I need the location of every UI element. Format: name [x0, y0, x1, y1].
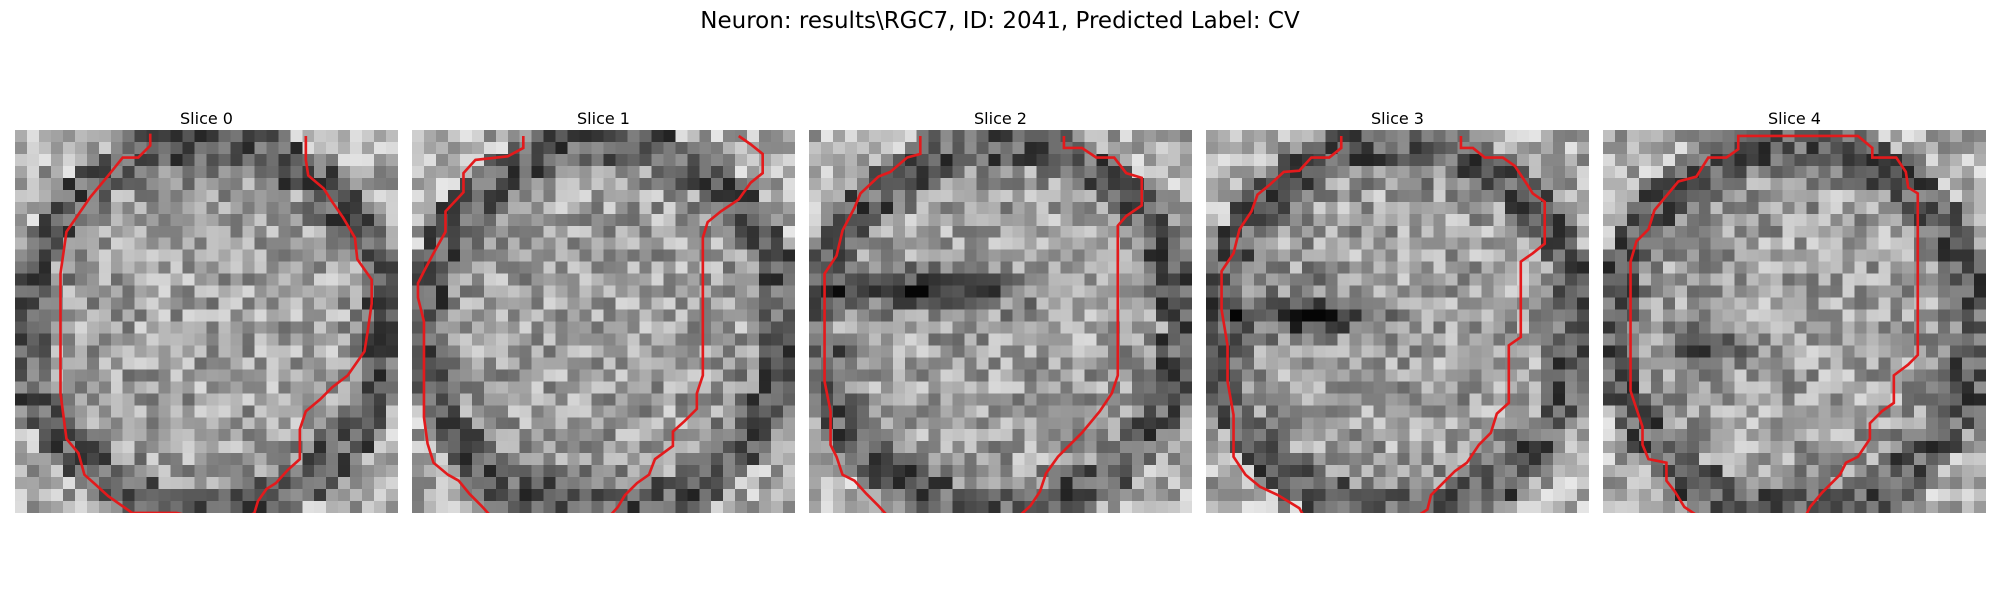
slice-image-0: [15, 130, 398, 513]
slice-title-2: Slice 2: [974, 109, 1027, 128]
slice-panel-0: Slice 0: [15, 108, 398, 513]
slice-title-0: Slice 0: [180, 109, 233, 128]
slice-title-3: Slice 3: [1371, 109, 1424, 128]
slice-panel-4: Slice 4: [1603, 108, 1986, 513]
slice-image-2: [809, 130, 1192, 513]
contour-line-3-0: [1220, 135, 1343, 513]
slice-panel-2: Slice 2: [809, 108, 1192, 513]
figure-title: Neuron: results\RGC7, ID: 2041, Predicte…: [700, 8, 1300, 34]
slice-panel-1: Slice 1: [412, 108, 795, 513]
contour-line-1-0: [416, 135, 525, 513]
slice-title-1: Slice 1: [577, 109, 630, 128]
contour-line-0-0: [59, 133, 373, 513]
contour-line-2-0: [823, 135, 922, 513]
contour-line-3-1: [1419, 135, 1547, 513]
slice-image-3: [1206, 130, 1589, 513]
contour-line-1-1: [610, 134, 765, 513]
slice-image-1: [412, 130, 795, 513]
slice-image-4: [1603, 130, 1986, 513]
contour-line-4-0: [1629, 134, 1920, 513]
contour-line-2-1: [1020, 135, 1144, 513]
slice-panel-3: Slice 3: [1206, 108, 1589, 513]
slice-title-4: Slice 4: [1768, 109, 1821, 128]
